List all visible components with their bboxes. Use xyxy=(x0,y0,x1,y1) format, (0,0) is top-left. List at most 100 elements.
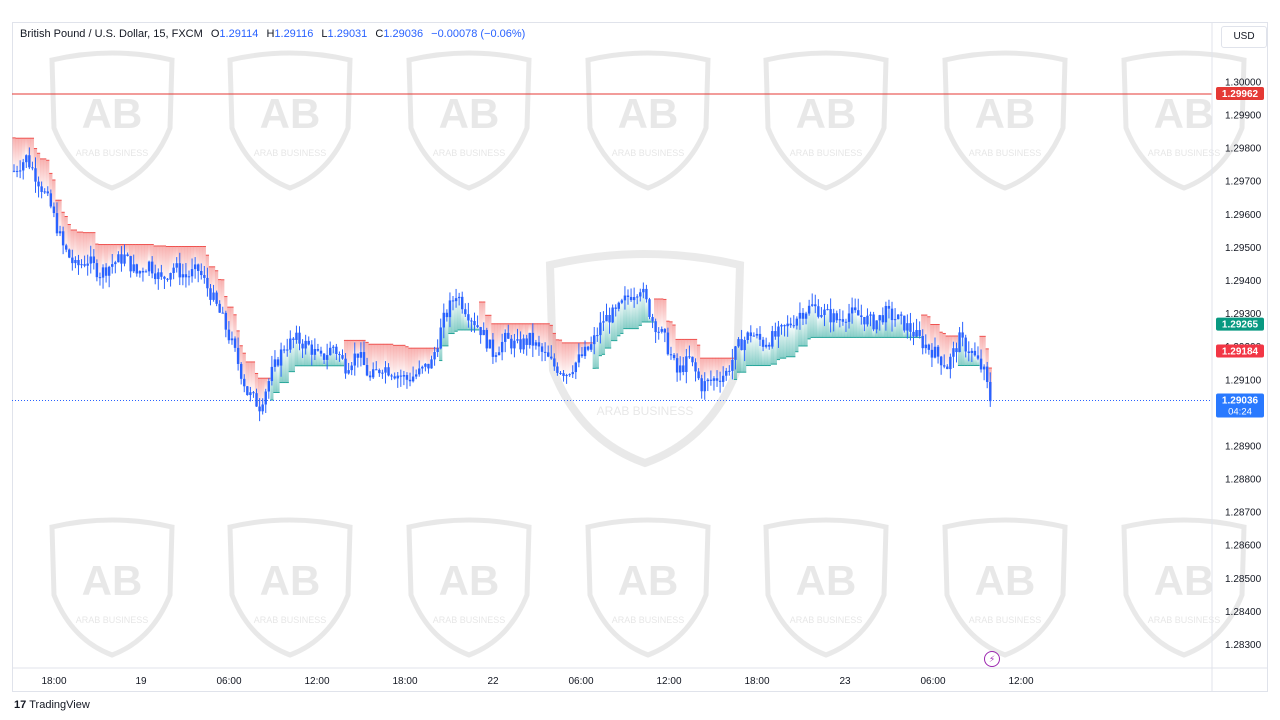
candle-body xyxy=(792,325,795,327)
candle-body xyxy=(80,264,83,266)
candle-body xyxy=(531,332,535,346)
candle-body xyxy=(319,350,323,354)
candle-body xyxy=(878,315,881,321)
band-fill xyxy=(43,158,47,192)
band-fill xyxy=(408,348,412,382)
candle-body xyxy=(525,338,528,345)
band-fill xyxy=(104,244,108,276)
band-fill xyxy=(307,344,311,366)
low-label: L xyxy=(321,28,328,40)
candle-body xyxy=(826,309,829,311)
candle-body xyxy=(147,261,151,272)
candle-body xyxy=(632,297,636,301)
candle-body xyxy=(728,370,731,372)
symbol-title[interactable]: British Pound / U.S. Dollar, 15, FXCM xyxy=(20,28,203,40)
watermark-text: ARAB BUSINESS xyxy=(597,404,694,418)
candle-body xyxy=(117,254,120,263)
candle-body xyxy=(387,367,390,376)
candle-body xyxy=(669,354,673,356)
candle-body xyxy=(912,331,915,337)
candle-body xyxy=(255,393,258,407)
band-fill xyxy=(568,342,572,375)
candle-body xyxy=(838,319,842,321)
currency-button[interactable]: USD xyxy=(1221,26,1267,48)
candle-body xyxy=(556,366,559,373)
band-fill xyxy=(497,323,501,353)
band-fill xyxy=(377,344,381,374)
close-label: C xyxy=(375,28,384,40)
candle-body xyxy=(853,307,857,311)
band-fill xyxy=(736,339,741,373)
band-fill xyxy=(654,298,658,333)
candle-body xyxy=(25,155,28,163)
band-fill xyxy=(208,266,213,300)
band-fill xyxy=(405,346,409,380)
candle-body xyxy=(298,332,301,344)
lightning-icon[interactable]: ⚡ xyxy=(984,651,1000,667)
candle-body xyxy=(746,332,749,341)
tradingview-logo[interactable]: 17 TradingView xyxy=(14,699,90,711)
candle-body xyxy=(639,292,642,297)
watermark-text: ARAB BUSINESS xyxy=(969,148,1042,158)
watermark-badge: ARAB BUSINESS AB xyxy=(942,517,1068,658)
candle-body xyxy=(350,365,353,371)
candle-body xyxy=(989,381,992,402)
candle-body xyxy=(807,305,811,314)
candle-body xyxy=(273,359,277,367)
band-fill xyxy=(537,323,541,347)
candle-body xyxy=(768,344,771,347)
candle-body xyxy=(411,376,415,382)
band-fill xyxy=(982,336,986,367)
watermark-badge-center: ARAB BUSINESS xyxy=(545,250,745,468)
close-value: 1.29036 xyxy=(383,28,424,40)
candle-body xyxy=(718,380,722,382)
candle-body xyxy=(764,344,768,347)
candle-body xyxy=(28,155,31,168)
candle-body xyxy=(371,369,375,378)
candle-body xyxy=(519,339,522,350)
band-fill xyxy=(288,338,292,372)
candle-body xyxy=(464,309,467,315)
candle-body xyxy=(230,338,234,341)
candle-body xyxy=(494,355,498,357)
band-fill xyxy=(451,301,455,334)
logo-mark: 17 xyxy=(14,699,27,711)
watermark-text: ARAB BUSINESS xyxy=(76,615,149,625)
candle-body xyxy=(384,367,387,373)
band-fill xyxy=(709,358,713,381)
band-fill xyxy=(261,378,265,405)
band-fill xyxy=(973,355,977,366)
candle-body xyxy=(304,340,307,349)
band-fill xyxy=(930,324,934,358)
band-fill xyxy=(242,353,246,387)
band-fill xyxy=(285,349,289,383)
band-fill xyxy=(248,361,252,393)
candle-body xyxy=(479,327,482,336)
band-fill xyxy=(291,339,295,372)
band-fill xyxy=(175,246,179,264)
candle-body xyxy=(949,356,952,370)
band-fill xyxy=(632,297,636,329)
candle-body xyxy=(906,323,909,331)
watermark-letters: AB xyxy=(796,557,857,604)
band-fill xyxy=(393,345,397,379)
candle-body xyxy=(955,348,958,353)
candle-body xyxy=(258,406,261,412)
candle-body xyxy=(943,365,946,367)
band-fill xyxy=(319,353,323,366)
band-fill xyxy=(141,244,145,273)
candle-body xyxy=(924,344,927,349)
x-tick-label: 19 xyxy=(135,676,147,687)
candle-body xyxy=(537,342,541,347)
candle-body xyxy=(546,352,550,357)
candle-body xyxy=(206,277,209,289)
band-fill xyxy=(611,307,615,341)
candle-body xyxy=(52,206,56,214)
candle-body xyxy=(952,348,955,357)
candle-body xyxy=(903,315,906,331)
candle-body xyxy=(593,335,596,345)
candle-body xyxy=(424,363,427,367)
watermark-badge: ARAB BUSINESS AB xyxy=(227,50,353,191)
band-fill xyxy=(414,348,418,375)
